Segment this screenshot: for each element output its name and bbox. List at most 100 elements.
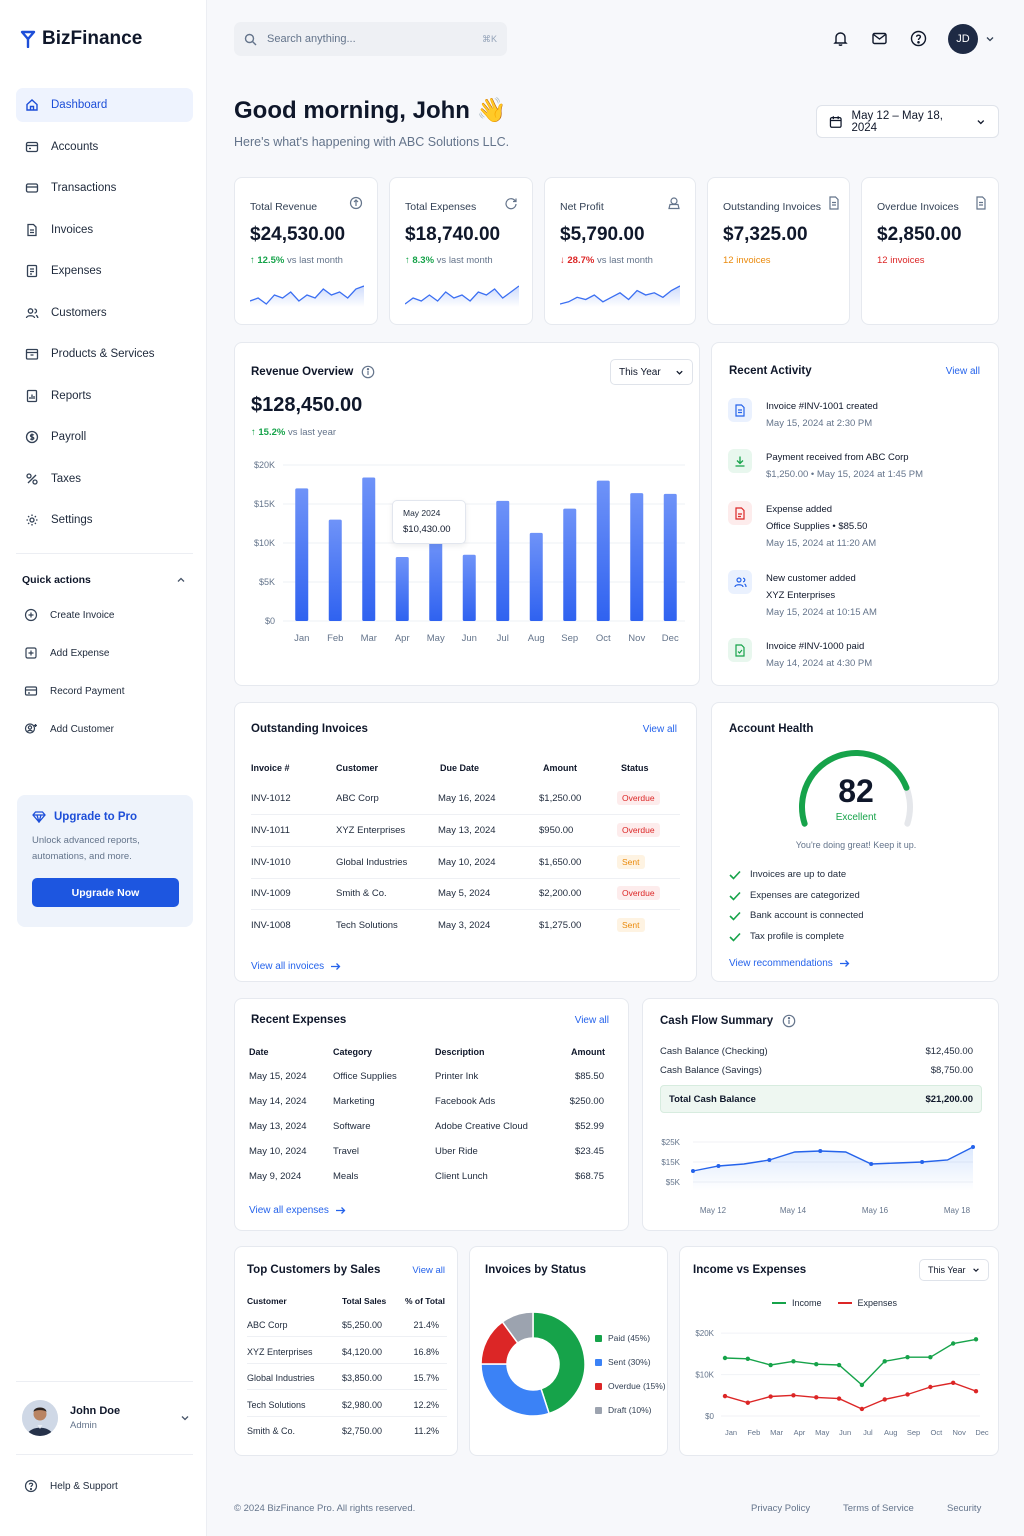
kpi-total-revenue[interactable]: Total Revenue $24,530.00 ↑ 12.5% vs last… [234, 177, 378, 325]
table-row[interactable] [251, 785, 680, 815]
kpi-overdue-invoices[interactable]: Overdue Invoices $2,850.00 12 invoices [861, 177, 999, 325]
revenue-bar[interactable] [563, 508, 577, 621]
top-customers-view-all[interactable]: View all [412, 1265, 445, 1276]
revenue-bar[interactable] [529, 532, 543, 621]
series-point[interactable] [768, 1394, 773, 1399]
donut-slice[interactable] [480, 1363, 551, 1417]
chevron-down-icon[interactable] [985, 34, 995, 44]
table-row[interactable] [249, 1166, 609, 1188]
app-logo[interactable]: BizFinance [20, 28, 142, 50]
series-point[interactable] [882, 1359, 887, 1364]
user-menu[interactable]: John Doe Admin [22, 1400, 190, 1436]
user-avatar-button[interactable]: JD [948, 24, 978, 54]
footer-security-link[interactable]: Security [947, 1503, 982, 1514]
revenue-bar[interactable] [395, 557, 409, 621]
cash-point[interactable] [767, 1158, 772, 1162]
kpi-outstanding-invoices[interactable]: Outstanding Invoices $7,325.00 12 invoic… [707, 177, 850, 325]
series-point[interactable] [722, 1393, 728, 1399]
activity-item[interactable]: New customer added XYZ Enterprises May 15,… [728, 570, 877, 621]
table-row[interactable] [247, 1313, 447, 1337]
quick-action-create-invoice[interactable]: Create Invoice [24, 608, 114, 622]
series-point[interactable] [928, 1384, 933, 1390]
sidebar-item-customers[interactable]: Customers [16, 296, 193, 330]
info-icon[interactable] [782, 1014, 796, 1028]
activity-item[interactable]: Payment received from ABC Corp $1,250.00 … [728, 449, 923, 483]
sidebar-item-transactions[interactable]: Transactions [16, 171, 193, 205]
cash-point[interactable] [869, 1162, 874, 1166]
activity-item[interactable]: Invoice #INV-1000 paid May 14, 2024 at 4:… [728, 638, 872, 672]
upgrade-now-button[interactable]: Upgrade Now [32, 878, 179, 907]
table-row[interactable] [247, 1393, 447, 1417]
activity-item[interactable]: Expense added Office Supplies • $85.50 May… [728, 501, 876, 552]
series-point[interactable] [814, 1395, 819, 1400]
series-point[interactable] [950, 1380, 956, 1386]
series-point[interactable] [859, 1406, 865, 1412]
view-recommendations-link[interactable]: View recommendations [729, 958, 850, 969]
revenue-bar[interactable] [362, 477, 376, 621]
search-bar[interactable]: Search anything... ⌘K [234, 22, 507, 56]
revenue-bar[interactable] [496, 500, 510, 621]
series-point[interactable] [859, 1382, 865, 1388]
revenue-bar[interactable] [462, 554, 476, 621]
mail-icon[interactable] [871, 30, 888, 47]
quick-action-add-customer[interactable]: Add Customer [24, 722, 114, 736]
sidebar-item-expenses[interactable]: Expenses [16, 254, 193, 288]
bell-icon[interactable] [832, 30, 849, 47]
series-point[interactable] [745, 1356, 751, 1362]
cash-point[interactable] [920, 1160, 925, 1164]
footer-privacy-link[interactable]: Privacy Policy [751, 1503, 811, 1514]
sidebar-item-payroll[interactable]: Payroll [16, 420, 193, 454]
income-period-select[interactable]: This Year [919, 1259, 989, 1281]
sidebar-item-reports[interactable]: Reports [16, 379, 193, 413]
activity-item[interactable]: Invoice #INV-1001 created May 15, 2024 at… [728, 398, 878, 432]
sidebar-item-settings[interactable]: Settings [16, 503, 193, 537]
series-point[interactable] [836, 1396, 842, 1401]
series-point[interactable] [950, 1341, 956, 1346]
help-support-link[interactable]: Help & Support [24, 1479, 118, 1493]
donut-slice[interactable] [532, 1311, 586, 1415]
search-input[interactable]: Search anything... [267, 33, 356, 45]
series-point[interactable] [973, 1337, 979, 1342]
cash-point[interactable] [691, 1169, 695, 1173]
recent-activity-view-all[interactable]: View all [945, 366, 980, 377]
series-point[interactable] [882, 1397, 887, 1402]
recent-expenses-view-all[interactable]: View all [574, 1015, 609, 1026]
quick-action-record-payment[interactable]: Record Payment [24, 684, 124, 698]
series-point[interactable] [973, 1388, 979, 1394]
series-point[interactable] [814, 1362, 819, 1367]
table-row[interactable] [247, 1366, 447, 1391]
upgrade-title[interactable]: Upgrade to Pro [32, 811, 178, 823]
help-icon[interactable] [910, 30, 927, 47]
table-row[interactable] [247, 1340, 447, 1364]
sidebar-item-taxes[interactable]: Taxes [16, 462, 193, 496]
revenue-bar[interactable] [663, 493, 677, 621]
revenue-bar[interactable] [328, 519, 342, 621]
donut-slice[interactable] [501, 1311, 534, 1345]
view-all-invoices-link[interactable]: View all invoices [251, 961, 341, 972]
cash-point[interactable] [971, 1145, 975, 1149]
series-point[interactable] [722, 1355, 728, 1361]
series-point[interactable] [791, 1359, 796, 1364]
quick-actions-header[interactable]: Quick actions [22, 574, 186, 586]
table-row[interactable] [251, 817, 680, 847]
revenue-period-select[interactable]: This Year [610, 359, 693, 385]
cash-point[interactable] [818, 1149, 823, 1153]
quick-action-add-expense[interactable]: Add Expense [24, 646, 110, 660]
sidebar-item-accounts[interactable]: Accounts [16, 130, 193, 164]
table-row[interactable] [251, 849, 680, 879]
sidebar-item-dashboard[interactable]: Dashboard [16, 88, 193, 122]
footer-terms-link[interactable]: Terms of Service [843, 1503, 914, 1514]
series-point[interactable] [905, 1354, 910, 1360]
date-range-picker[interactable]: May 12 – May 18, 2024 [816, 105, 999, 138]
series-point[interactable] [768, 1362, 773, 1368]
outstanding-view-all[interactable]: View all [642, 724, 677, 735]
revenue-bar[interactable] [295, 488, 309, 621]
table-row[interactable] [251, 880, 680, 911]
revenue-bar[interactable] [630, 493, 644, 621]
revenue-bar[interactable] [429, 539, 443, 621]
sidebar-item-products-services[interactable]: Products & Services [16, 337, 193, 371]
info-icon[interactable] [361, 365, 375, 379]
series-point[interactable] [928, 1354, 933, 1360]
kpi-net-profit[interactable]: Net Profit $5,790.00 ↓ 28.7% vs last mon… [544, 177, 696, 325]
revenue-bar[interactable] [596, 480, 610, 621]
